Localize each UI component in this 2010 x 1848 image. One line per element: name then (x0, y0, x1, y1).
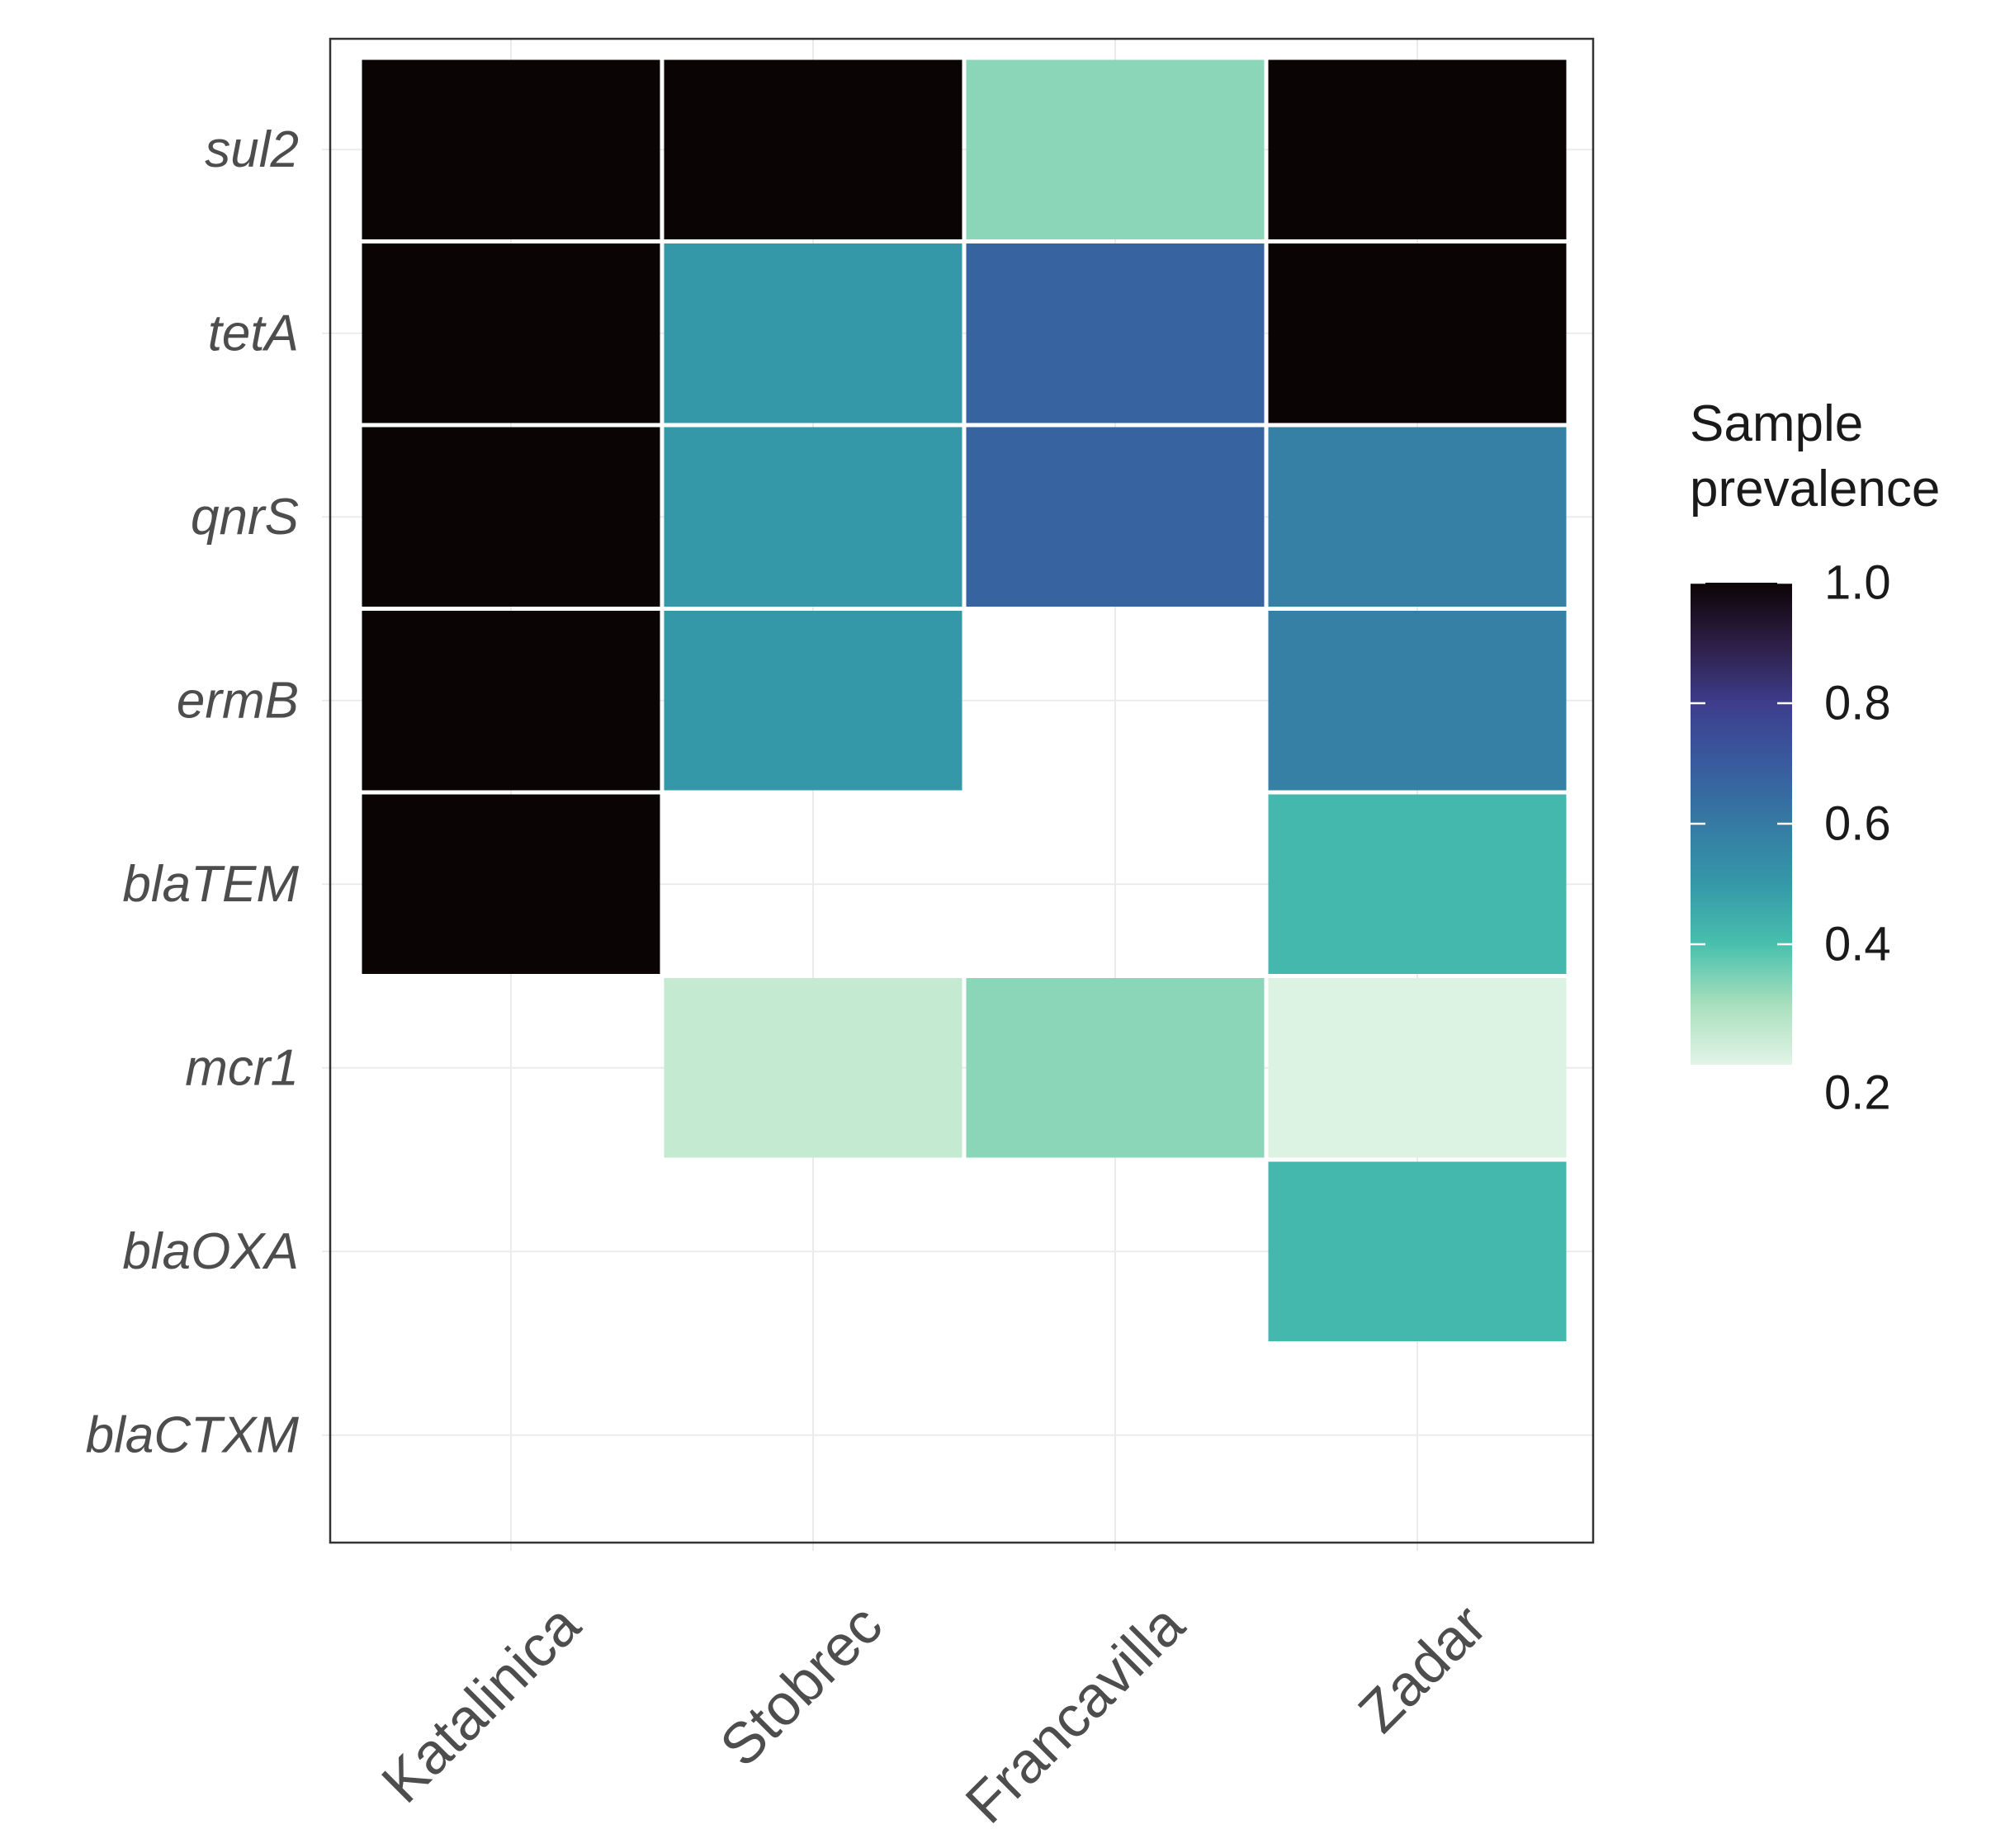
tile-tetA-zadar (1268, 243, 1567, 423)
legend-tick-label-1: 0.8 (1824, 677, 1891, 730)
y-tick-label-qnrS: qnrS (191, 489, 299, 546)
tile-blaTEM-katalinica (362, 794, 660, 974)
tile-mcr1-zadar (1268, 978, 1567, 1158)
legend-tick-label-4: 0.2 (1824, 1066, 1891, 1120)
tile-tetA-francavilla (966, 243, 1265, 423)
tile-qnrS-katalinica (362, 427, 660, 607)
tile-blaOXA-zadar (1268, 1161, 1567, 1341)
tile-tetA-katalinica (362, 243, 660, 423)
legend-title-line-2: prevalence (1690, 461, 1940, 518)
tile-ermB-stobrec (664, 611, 962, 791)
legend-tick-label-2: 0.6 (1824, 797, 1891, 851)
tile-qnrS-zadar (1268, 427, 1567, 607)
y-tick-label-ermB: ermB (177, 672, 299, 729)
tile-sul2-zadar (1268, 59, 1567, 239)
y-axis-ticks: sul2 tetA qnrS ermB blaTEM mcr1 blaOXA blaCTXM (86, 121, 330, 1463)
legend-tick-label-0: 1.0 (1824, 556, 1891, 610)
x-tick-label-zadar: Zadar (1346, 1592, 1498, 1744)
x-tick-label-katalinica: Katalinica (369, 1592, 592, 1815)
tile-blaTEM-zadar (1268, 794, 1567, 974)
heatmap-tiles (362, 59, 1567, 1341)
tile-mcr1-francavilla (966, 978, 1265, 1158)
tile-mcr1-stobrec (664, 978, 962, 1158)
tile-tetA-stobrec (664, 243, 962, 423)
tile-ermB-zadar (1268, 611, 1567, 791)
x-tick-label-stobrec: Stobrec (708, 1592, 895, 1779)
panel-border (329, 37, 1595, 1544)
y-tick-label-tetA: tetA (208, 305, 299, 362)
y-tick-label-sul2: sul2 (205, 121, 299, 178)
tile-sul2-stobrec (664, 59, 962, 239)
y-tick-label-mcr1: mcr1 (185, 1039, 299, 1096)
tile-qnrS-francavilla (966, 427, 1265, 607)
tile-sul2-francavilla (966, 59, 1265, 239)
legend-colorbar (1691, 583, 1792, 1065)
y-tick-label-blaOXA: blaOXA (122, 1223, 299, 1280)
legend-title-line-1: Sample (1690, 395, 1863, 452)
x-tick-label-francavilla: Francavilla (953, 1592, 1197, 1836)
legend-tick-label-3: 0.4 (1824, 918, 1891, 971)
y-tick-label-blaCTXM: blaCTXM (86, 1406, 300, 1463)
tile-qnrS-stobrec (664, 427, 962, 607)
x-axis-ticks: Katalinica Stobrec Francavilla Zadar (369, 1543, 1498, 1836)
legend: Sample prevalence 1.0 0.8 0.6 0.4 0.2 (1690, 395, 1940, 1120)
tile-ermB-katalinica (362, 611, 660, 791)
y-tick-label-blaTEM: blaTEM (122, 856, 299, 913)
tile-sul2-katalinica (362, 59, 660, 239)
